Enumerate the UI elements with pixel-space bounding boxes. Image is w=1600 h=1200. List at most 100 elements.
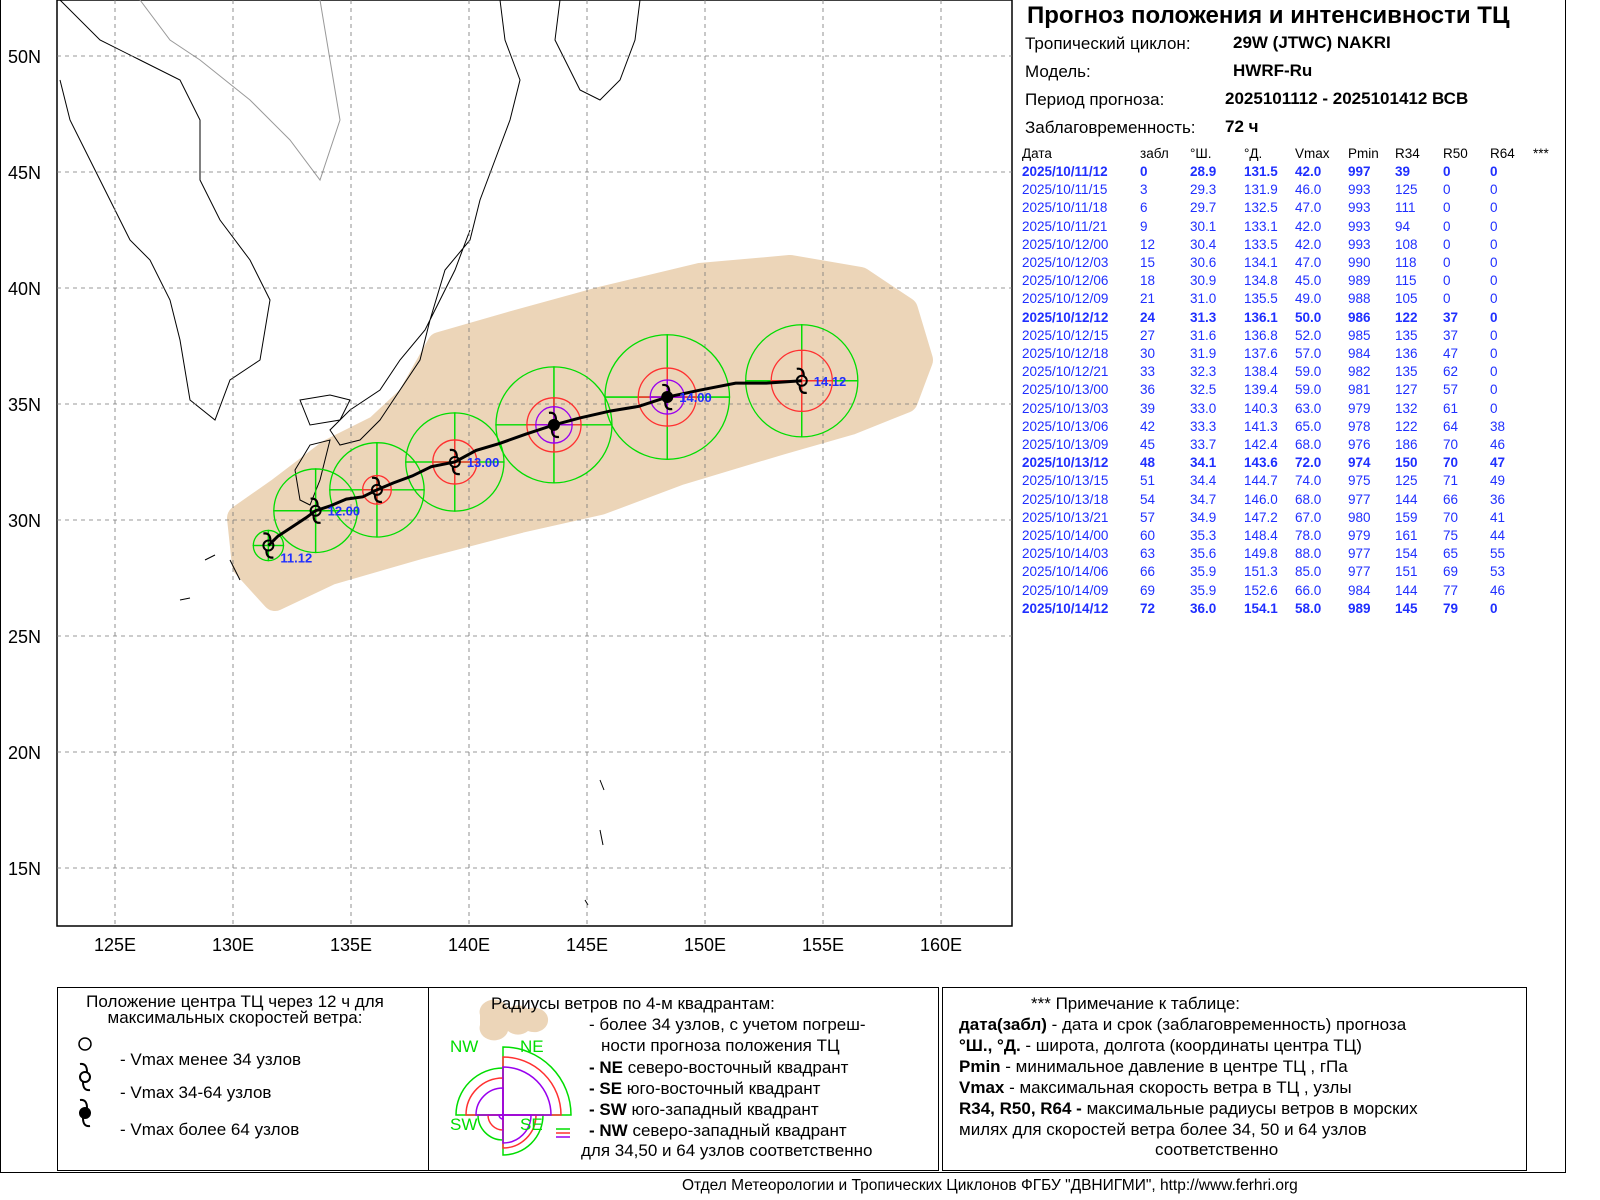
legend-left-title: Положение центра ТЦ через 12 ч для макси…: [86, 992, 384, 1027]
r50-quadrants: [666, 396, 697, 427]
r50-quadrants: [666, 367, 697, 398]
symbol-arms: [310, 497, 321, 524]
table-cell: 66: [1140, 564, 1156, 580]
table-cell: 0: [1490, 364, 1498, 380]
table-cell: 47.0: [1295, 255, 1322, 270]
table-cell: 57: [1140, 509, 1156, 525]
typhoon-symbol-icon: [309, 497, 322, 524]
table-cell: 985: [1348, 327, 1371, 343]
r34-quadrants: [801, 380, 859, 438]
table-cell: 66: [1443, 491, 1459, 507]
table-cell: 108: [1395, 236, 1418, 252]
legend-quadrant: - NE северо-восточный квадрант: [589, 1058, 849, 1077]
table-cell: 0: [1490, 346, 1498, 361]
table-cell: 35.9: [1190, 564, 1217, 580]
table-cell: 72: [1140, 600, 1156, 616]
lat-label: 30N: [8, 511, 41, 531]
table-cell: 34.7: [1190, 491, 1217, 507]
lon-label: 125E: [94, 935, 136, 955]
table-cell: 122: [1395, 309, 1418, 325]
table-cell: 2025/10/14/00: [1022, 528, 1109, 543]
legend-note: Pmin - минимальное давление в центре ТЦ …: [959, 1057, 1348, 1076]
r34-quadrants: [495, 424, 555, 484]
symbol-arms: [79, 1098, 91, 1128]
table-cell: 0: [1490, 182, 1498, 198]
table-cell: 70: [1443, 437, 1459, 452]
table-cell: 6: [1140, 200, 1148, 216]
legend-nw-arc: [475, 1087, 504, 1116]
r34-quadrants: [405, 461, 456, 512]
table-cell: 94: [1395, 218, 1411, 234]
point-time-label: 11.12: [280, 551, 312, 566]
table-cell: 67.0: [1295, 509, 1322, 525]
table-cell: 982: [1348, 364, 1371, 380]
table-cell: 2025/10/14/03: [1022, 546, 1109, 562]
table-cell: 141.3: [1244, 418, 1278, 434]
table-cell: 0: [1443, 218, 1451, 234]
symbol-core: [370, 483, 383, 496]
r50-quadrants: [637, 396, 668, 427]
table-cell: 75: [1443, 528, 1459, 543]
lead-value: 72 ч: [1225, 117, 1259, 136]
legend-se-arc: [502, 1114, 544, 1156]
table-cell: 47: [1443, 346, 1459, 361]
table-cell: 42.0: [1295, 218, 1322, 234]
table-cell: 0: [1490, 255, 1498, 270]
table-cell: 30.9: [1190, 273, 1217, 289]
cyclone-value: 29W (JTWC) NAKRI: [1233, 33, 1391, 52]
table-cell: 0: [1490, 218, 1498, 234]
border-line: [139, 0, 341, 182]
table-cell: Дата: [1022, 146, 1052, 161]
r34-quadrants: [273, 510, 317, 554]
vmax-high-icon: [79, 1098, 91, 1128]
table-cell: 70: [1443, 509, 1459, 525]
table-cell: 993: [1348, 200, 1371, 216]
table-cell: 154.1: [1244, 600, 1278, 616]
r34-quadrants: [666, 334, 731, 398]
table-cell: 35.3: [1190, 528, 1217, 543]
legend-quadrant-label: NW: [450, 1037, 478, 1056]
table-cell: 2025/10/14/12: [1022, 600, 1109, 616]
table-cell: 59.0: [1295, 364, 1322, 380]
table-cell: 31.6: [1190, 327, 1217, 343]
table-cell: 0: [1490, 273, 1498, 289]
table-cell: 30.6: [1190, 255, 1217, 270]
symbol-arms: [371, 476, 383, 504]
model-label: Модель:: [1025, 62, 1091, 81]
table-cell: 53: [1490, 564, 1506, 580]
table-cell: 72.0: [1295, 455, 1322, 471]
table-cell: 0: [1443, 291, 1451, 307]
symbol-core: [309, 504, 322, 517]
table-cell: 144.7: [1244, 473, 1278, 489]
table-cell: 64: [1443, 418, 1459, 434]
table-cell: 138.4: [1244, 364, 1278, 380]
table-cell: 46: [1490, 437, 1506, 452]
legend-note: R34, R50, R64 - максимальные радиусы вет…: [959, 1099, 1418, 1118]
typhoon-symbol-icon: [795, 367, 808, 395]
table-cell: 2025/10/13/21: [1022, 509, 1109, 525]
legend-right-title: *** Примечание к таблице:: [1031, 994, 1241, 1013]
lat-label: 15N: [8, 859, 41, 879]
table-cell: 35.9: [1190, 582, 1217, 598]
table-cell: 31.9: [1190, 346, 1217, 361]
table-cell: 50.0: [1295, 309, 1322, 325]
legend-center-position: Положение центра ТЦ через 12 ч для макси…: [57, 987, 429, 1171]
table-cell: 974: [1348, 455, 1371, 471]
table-cell: 34.4: [1190, 473, 1217, 489]
table-cell: 39: [1395, 164, 1411, 179]
lon-label: 135E: [330, 935, 372, 955]
table-cell: 12: [1140, 236, 1156, 252]
table-cell: 55: [1490, 546, 1506, 562]
r34-quadrants: [745, 380, 803, 438]
legend-cone-swatch: [479, 999, 549, 1041]
table-cell: 980: [1348, 509, 1371, 525]
table-cell: Vmax: [1295, 146, 1330, 161]
legend-left-item: - Vmax менее 34 узлов: [120, 1050, 302, 1069]
table-cell: 69: [1443, 564, 1459, 580]
table-cell: 111: [1395, 200, 1416, 216]
legend-mid-last: для 34,50 и 64 узлов соответственно: [581, 1141, 873, 1160]
table-cell: 133.1: [1244, 218, 1278, 234]
table-cell: 115: [1395, 273, 1417, 289]
r50-quadrants: [454, 439, 478, 463]
table-cell: 79: [1443, 600, 1459, 616]
